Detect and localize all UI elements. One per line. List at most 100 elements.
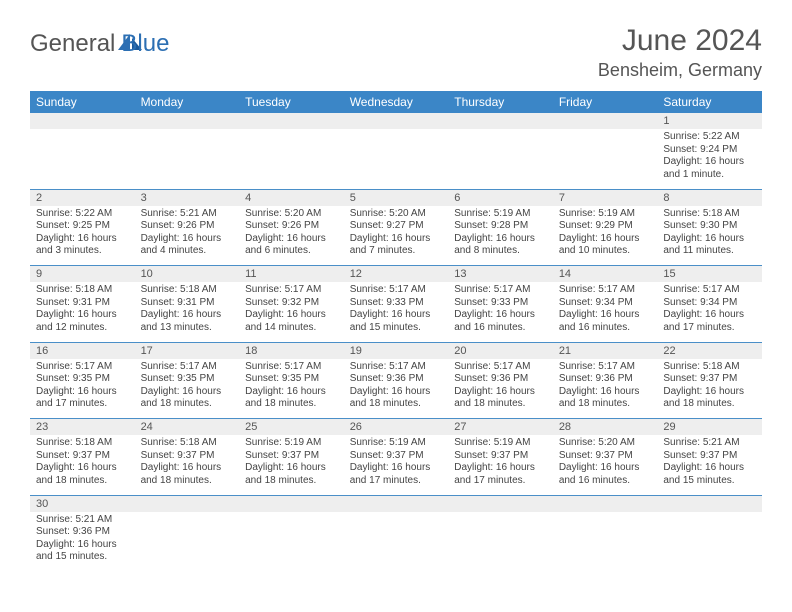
sunrise-text: Sunrise: 5:17 AM — [245, 284, 338, 297]
day-number-cell: 9 — [30, 266, 135, 283]
weekday-header: Monday — [135, 91, 240, 113]
weekday-header: Friday — [553, 91, 658, 113]
day-number-cell — [553, 495, 658, 512]
daylight-text: Daylight: 16 hours and 15 minutes. — [36, 539, 129, 564]
daylight-text: Daylight: 16 hours and 18 minutes. — [350, 386, 443, 411]
daylight-text: Daylight: 16 hours and 3 minutes. — [36, 233, 129, 258]
day-cell-body: Sunrise: 5:17 AMSunset: 9:32 PMDaylight:… — [239, 282, 344, 338]
day-number-cell: 8 — [657, 189, 762, 206]
day-cell-body: Sunrise: 5:21 AMSunset: 9:26 PMDaylight:… — [135, 206, 240, 262]
sunset-text: Sunset: 9:37 PM — [663, 450, 756, 463]
month-title: June 2024 — [598, 24, 762, 58]
day-cell: Sunrise: 5:17 AMSunset: 9:36 PMDaylight:… — [344, 359, 449, 419]
sunset-text: Sunset: 9:37 PM — [663, 373, 756, 386]
daylight-text: Daylight: 16 hours and 18 minutes. — [245, 386, 338, 411]
brand-logo: General Blue — [30, 30, 169, 58]
sunrise-text: Sunrise: 5:19 AM — [454, 208, 547, 221]
day-cell-body: Sunrise: 5:19 AMSunset: 9:37 PMDaylight:… — [344, 435, 449, 491]
day-cell — [448, 129, 553, 189]
calendar-table: Sunday Monday Tuesday Wednesday Thursday… — [30, 91, 762, 572]
daylight-text: Daylight: 16 hours and 17 minutes. — [663, 309, 756, 334]
daylight-text: Daylight: 16 hours and 15 minutes. — [663, 462, 756, 487]
title-block: June 2024 Bensheim, Germany — [598, 24, 762, 81]
day-cell-body: Sunrise: 5:18 AMSunset: 9:31 PMDaylight:… — [135, 282, 240, 338]
daylight-text: Daylight: 16 hours and 17 minutes. — [36, 386, 129, 411]
sunset-text: Sunset: 9:36 PM — [454, 373, 547, 386]
sunrise-text: Sunrise: 5:18 AM — [36, 284, 129, 297]
weekday-header: Tuesday — [239, 91, 344, 113]
daylight-text: Daylight: 16 hours and 13 minutes. — [141, 309, 234, 334]
sunset-text: Sunset: 9:36 PM — [36, 526, 129, 539]
daylight-text: Daylight: 16 hours and 4 minutes. — [141, 233, 234, 258]
day-cell-body: Sunrise: 5:22 AMSunset: 9:24 PMDaylight:… — [657, 129, 762, 185]
day-cell — [344, 512, 449, 572]
day-cell: Sunrise: 5:21 AMSunset: 9:36 PMDaylight:… — [30, 512, 135, 572]
day-cell-body: Sunrise: 5:18 AMSunset: 9:31 PMDaylight:… — [30, 282, 135, 338]
day-cell: Sunrise: 5:17 AMSunset: 9:36 PMDaylight:… — [553, 359, 658, 419]
daylight-text: Daylight: 16 hours and 14 minutes. — [245, 309, 338, 334]
daylight-text: Daylight: 16 hours and 1 minute. — [663, 156, 756, 181]
sunset-text: Sunset: 9:36 PM — [559, 373, 652, 386]
sunrise-text: Sunrise: 5:19 AM — [454, 437, 547, 450]
sunrise-text: Sunrise: 5:18 AM — [141, 437, 234, 450]
day-cell — [30, 129, 135, 189]
day-cell-body: Sunrise: 5:17 AMSunset: 9:35 PMDaylight:… — [239, 359, 344, 415]
day-number-cell: 19 — [344, 342, 449, 359]
sunset-text: Sunset: 9:28 PM — [454, 220, 547, 233]
day-cell-body: Sunrise: 5:21 AMSunset: 9:36 PMDaylight:… — [30, 512, 135, 568]
daylight-text: Daylight: 16 hours and 18 minutes. — [245, 462, 338, 487]
sunset-text: Sunset: 9:31 PM — [36, 297, 129, 310]
day-cell: Sunrise: 5:19 AMSunset: 9:29 PMDaylight:… — [553, 206, 658, 266]
day-number-row: 23242526272829 — [30, 419, 762, 436]
day-cell: Sunrise: 5:22 AMSunset: 9:24 PMDaylight:… — [657, 129, 762, 189]
sunrise-text: Sunrise: 5:17 AM — [36, 361, 129, 374]
daylight-text: Daylight: 16 hours and 18 minutes. — [454, 386, 547, 411]
day-cell: Sunrise: 5:19 AMSunset: 9:37 PMDaylight:… — [239, 435, 344, 495]
sunset-text: Sunset: 9:37 PM — [454, 450, 547, 463]
day-cell-body: Sunrise: 5:21 AMSunset: 9:37 PMDaylight:… — [657, 435, 762, 491]
page-header: General Blue June 2024 Bensheim, Germany — [30, 24, 762, 81]
day-number-cell: 23 — [30, 419, 135, 436]
sunrise-text: Sunrise: 5:17 AM — [350, 361, 443, 374]
sunset-text: Sunset: 9:34 PM — [663, 297, 756, 310]
day-cell: Sunrise: 5:19 AMSunset: 9:37 PMDaylight:… — [448, 435, 553, 495]
daylight-text: Daylight: 16 hours and 18 minutes. — [141, 386, 234, 411]
day-cell: Sunrise: 5:17 AMSunset: 9:34 PMDaylight:… — [553, 282, 658, 342]
sunrise-text: Sunrise: 5:19 AM — [559, 208, 652, 221]
day-cell-body: Sunrise: 5:18 AMSunset: 9:30 PMDaylight:… — [657, 206, 762, 262]
day-number-cell: 26 — [344, 419, 449, 436]
day-cell-body: Sunrise: 5:19 AMSunset: 9:37 PMDaylight:… — [239, 435, 344, 491]
week-row: Sunrise: 5:17 AMSunset: 9:35 PMDaylight:… — [30, 359, 762, 419]
day-cell-body: Sunrise: 5:18 AMSunset: 9:37 PMDaylight:… — [657, 359, 762, 415]
day-cell-body: Sunrise: 5:19 AMSunset: 9:37 PMDaylight:… — [448, 435, 553, 491]
daylight-text: Daylight: 16 hours and 15 minutes. — [350, 309, 443, 334]
day-cell: Sunrise: 5:20 AMSunset: 9:27 PMDaylight:… — [344, 206, 449, 266]
day-cell: Sunrise: 5:20 AMSunset: 9:26 PMDaylight:… — [239, 206, 344, 266]
day-cell-body: Sunrise: 5:20 AMSunset: 9:37 PMDaylight:… — [553, 435, 658, 491]
day-number-cell: 22 — [657, 342, 762, 359]
day-cell — [135, 129, 240, 189]
daylight-text: Daylight: 16 hours and 16 minutes. — [559, 309, 652, 334]
day-cell: Sunrise: 5:22 AMSunset: 9:25 PMDaylight:… — [30, 206, 135, 266]
sunset-text: Sunset: 9:29 PM — [559, 220, 652, 233]
day-cell-body: Sunrise: 5:17 AMSunset: 9:33 PMDaylight:… — [448, 282, 553, 338]
week-row: Sunrise: 5:22 AMSunset: 9:24 PMDaylight:… — [30, 129, 762, 189]
sunrise-text: Sunrise: 5:20 AM — [559, 437, 652, 450]
day-number-cell: 25 — [239, 419, 344, 436]
sunrise-text: Sunrise: 5:18 AM — [36, 437, 129, 450]
sunset-text: Sunset: 9:25 PM — [36, 220, 129, 233]
day-number-row: 2345678 — [30, 189, 762, 206]
day-cell: Sunrise: 5:18 AMSunset: 9:37 PMDaylight:… — [135, 435, 240, 495]
day-number-cell: 16 — [30, 342, 135, 359]
sunrise-text: Sunrise: 5:21 AM — [663, 437, 756, 450]
day-number-cell: 4 — [239, 189, 344, 206]
day-number-cell: 7 — [553, 189, 658, 206]
daylight-text: Daylight: 16 hours and 17 minutes. — [454, 462, 547, 487]
sunset-text: Sunset: 9:35 PM — [245, 373, 338, 386]
day-cell: Sunrise: 5:20 AMSunset: 9:37 PMDaylight:… — [553, 435, 658, 495]
daylight-text: Daylight: 16 hours and 8 minutes. — [454, 233, 547, 258]
day-number-row: 30 — [30, 495, 762, 512]
day-number-cell: 3 — [135, 189, 240, 206]
sunset-text: Sunset: 9:33 PM — [350, 297, 443, 310]
day-cell-body: Sunrise: 5:17 AMSunset: 9:36 PMDaylight:… — [344, 359, 449, 415]
